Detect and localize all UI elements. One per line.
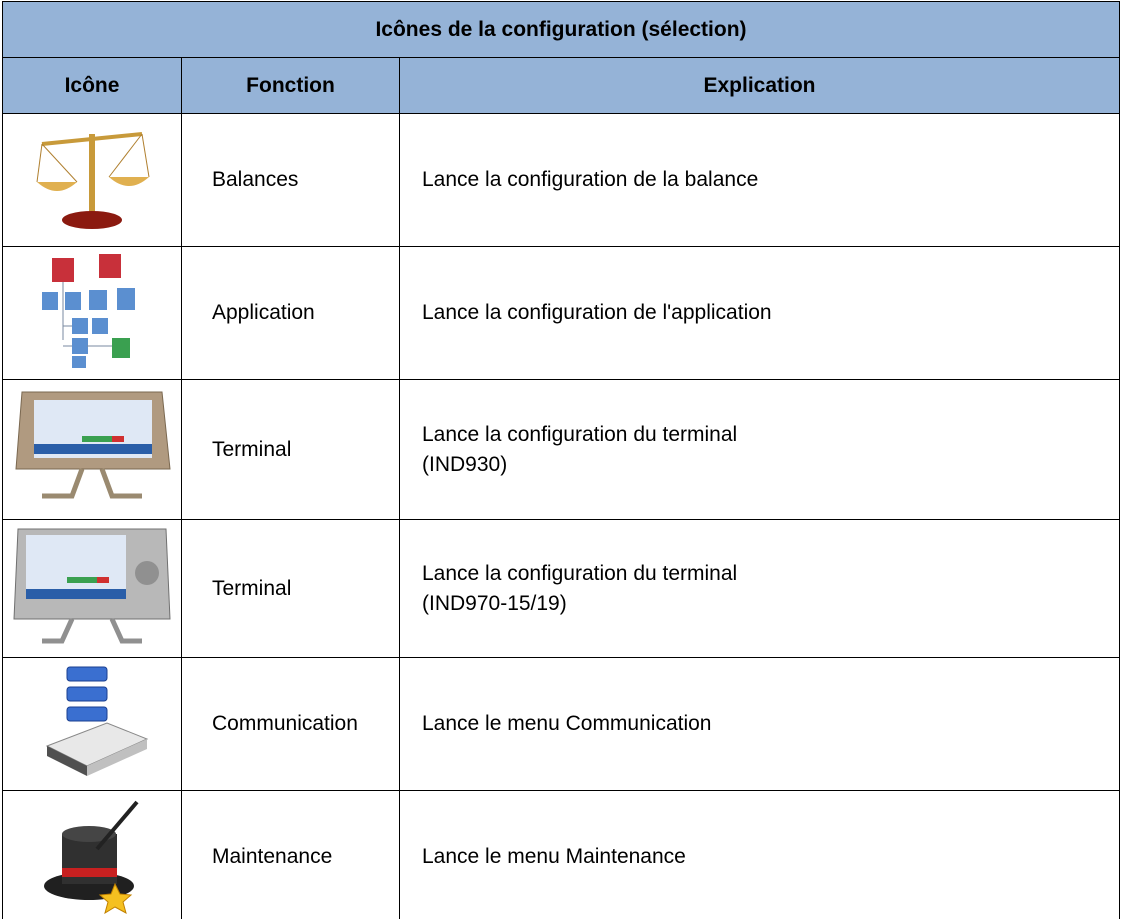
function-cell: Terminal (181, 379, 400, 520)
scale-icon (36, 132, 150, 229)
explanation-line: Lance la configuration du terminal (422, 422, 738, 446)
explanation-line: Lance la configuration de la balance (422, 168, 759, 191)
table-title: Icônes de la configuration (sélection) (2, 1, 1120, 58)
terminal-keypad-icon (13, 528, 171, 644)
explanation-cell: Lance la configuration du terminal (IND97… (399, 519, 1120, 658)
function-cell: Terminal (181, 519, 400, 658)
explanation-cell: Lance la configuration de la balance (399, 113, 1120, 247)
function-cell: Communication (181, 657, 400, 791)
application-icon (42, 254, 135, 368)
function-cell: Maintenance (181, 790, 400, 919)
function-cell: Application (181, 246, 400, 380)
explanation-line: Lance le menu Maintenance (422, 845, 686, 868)
explanation-line: Lance le menu Communication (422, 712, 712, 735)
explanation-line: (IND930) (422, 452, 508, 476)
header-cell: Explication (399, 57, 1120, 114)
explanation-cell: Lance la configuration du terminal (IND93… (399, 379, 1120, 520)
function-cell: Balances (181, 113, 400, 247)
explanation-line: Lance la configuration du terminal (422, 561, 738, 585)
communication-icon (45, 666, 149, 776)
explanation-line: Lance la configuration de l'application (422, 301, 772, 324)
explanation-line: (IND970-15/19) (422, 591, 567, 615)
header-cell: Icône (2, 57, 182, 114)
maintenance-icon (44, 800, 139, 915)
explanation-cell: Lance le menu Maintenance (399, 790, 1120, 919)
terminal-icon (15, 391, 171, 499)
explanation-cell: Lance la configuration de l'application (399, 246, 1120, 380)
header-cell: Fonction (181, 57, 400, 114)
explanation-cell: Lance le menu Communication (399, 657, 1120, 791)
